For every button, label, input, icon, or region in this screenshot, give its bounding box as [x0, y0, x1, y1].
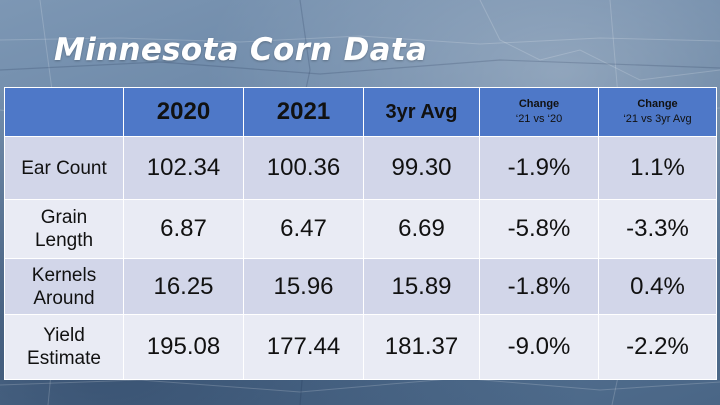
cell-2021: 177.44	[243, 314, 364, 380]
table-row: Ear Count 102.34 100.36 99.30 -1.9% 1.1%	[4, 136, 717, 200]
header-3yr-avg: 3yr Avg	[363, 87, 480, 137]
row-label-line: Length	[34, 230, 94, 251]
cell-2020: 16.25	[123, 258, 244, 315]
row-label: Kernels Around	[4, 258, 124, 315]
cell-3yr-avg: 99.30	[363, 136, 480, 200]
row-label: Yield Estimate	[4, 314, 124, 380]
cell-change-vs-2020: -5.8%	[479, 199, 599, 259]
cell-3yr-avg: 181.37	[363, 314, 480, 380]
row-label: Grain Length	[4, 199, 124, 259]
row-label-line: Kernels	[31, 264, 97, 286]
cell-3yr-avg: 15.89	[363, 258, 480, 315]
cell-change-vs-2020: -9.0%	[479, 314, 599, 380]
table-row: Grain Length 6.87 6.47 6.69 -5.8% -3.3%	[4, 199, 717, 259]
row-label-line: Ear Count	[21, 157, 107, 179]
row-label-line: Around	[33, 287, 95, 309]
page-title: Minnesota Corn Data	[54, 32, 428, 68]
header-blank	[4, 87, 124, 137]
header-2021: 2021	[243, 87, 364, 137]
cell-2021: 6.47	[243, 199, 364, 259]
header-change-sublabel: ‘21 vs ‘20	[515, 113, 563, 125]
cell-change-vs-avg: 0.4%	[598, 258, 717, 315]
header-change-vs-avg: Change ‘21 vs 3yr Avg	[598, 87, 717, 137]
header-2020: 2020	[123, 87, 244, 137]
header-change-label: Change	[637, 98, 678, 110]
table-row: Yield Estimate 195.08 177.44 181.37 -9.0…	[4, 314, 717, 380]
cell-2020: 102.34	[123, 136, 244, 200]
header-change-vs-2020: Change ‘21 vs ‘20	[479, 87, 599, 137]
cell-change-vs-avg: -2.2%	[598, 314, 717, 380]
table-header-row: 2020 2021 3yr Avg Change ‘21 vs ‘20 Chan…	[4, 87, 717, 137]
row-label: Ear Count	[4, 136, 124, 200]
row-label-line: Yield	[43, 325, 85, 346]
cell-change-vs-avg: -3.3%	[598, 199, 717, 259]
cell-3yr-avg: 6.69	[363, 199, 480, 259]
header-change-label: Change	[518, 98, 560, 110]
cell-2021: 15.96	[243, 258, 364, 315]
header-change-sublabel: ‘21 vs 3yr Avg	[623, 113, 692, 125]
cell-2020: 195.08	[123, 314, 244, 380]
cell-2021: 100.36	[243, 136, 364, 200]
table-row: Kernels Around 16.25 15.96 15.89 -1.8% 0…	[4, 258, 717, 315]
cell-2020: 6.87	[123, 199, 244, 259]
cell-change-vs-2020: -1.9%	[479, 136, 599, 200]
cell-change-vs-avg: 1.1%	[598, 136, 717, 200]
cell-change-vs-2020: -1.8%	[479, 258, 599, 315]
row-label-line: Grain	[40, 207, 88, 228]
corn-data-table: 2020 2021 3yr Avg Change ‘21 vs ‘20 Chan…	[4, 87, 717, 380]
row-label-line: Estimate	[27, 348, 101, 369]
